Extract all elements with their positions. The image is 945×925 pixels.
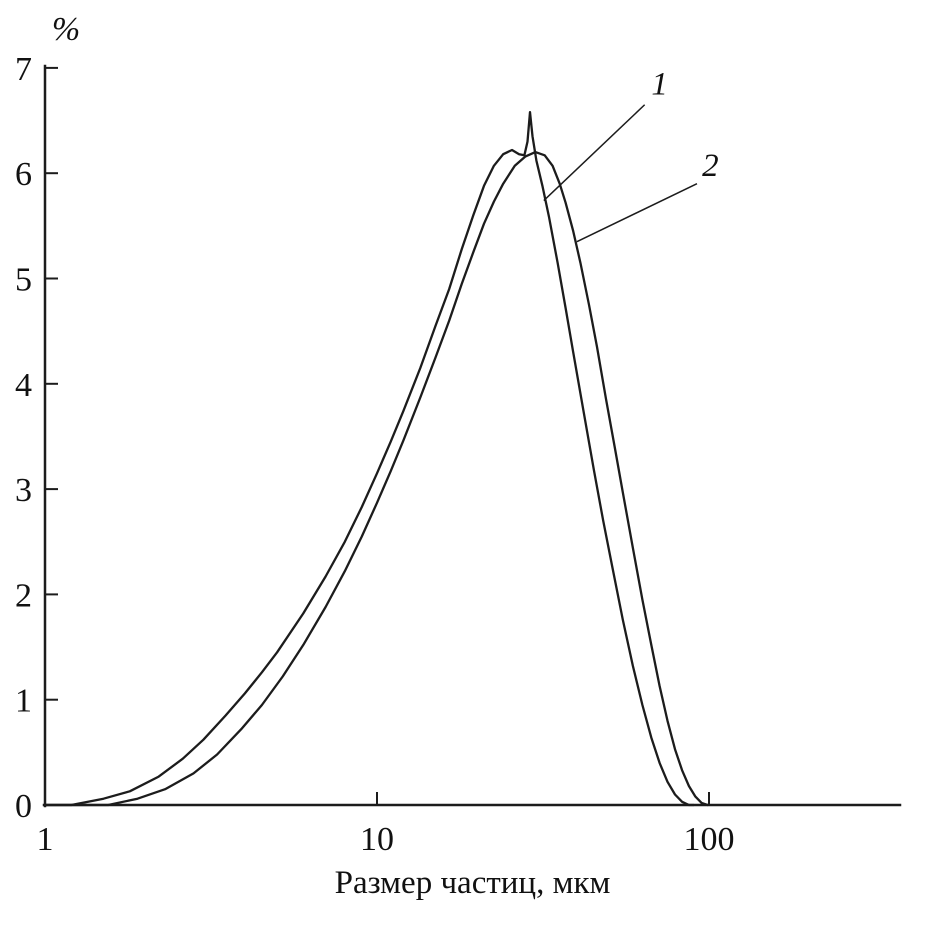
curve-2-label: 2 [702,148,719,184]
x-tick-label: 1 [37,821,54,858]
y-tick-label: 5 [15,262,32,299]
curve-2-line [43,150,709,807]
y-tick-label: 4 [15,367,32,404]
y-axis-unit-label: % [52,11,80,48]
x-tick-label: 100 [684,821,735,858]
curve-2-leader-line [576,183,698,243]
curve-1-label: 1 [651,67,668,103]
curve-1-leader-line [543,104,646,202]
y-tick-label: 6 [15,156,32,193]
y-tick-label: 2 [15,577,32,614]
y-tick-label: 0 [15,788,32,825]
x-tick-label: 10 [360,821,394,858]
y-tick-label: 1 [15,683,32,720]
x-axis-title: Размер частиц, мкм [335,865,611,901]
curve-1-line [43,110,695,807]
y-tick-label: 3 [15,472,32,509]
y-tick-label: 7 [15,51,32,88]
